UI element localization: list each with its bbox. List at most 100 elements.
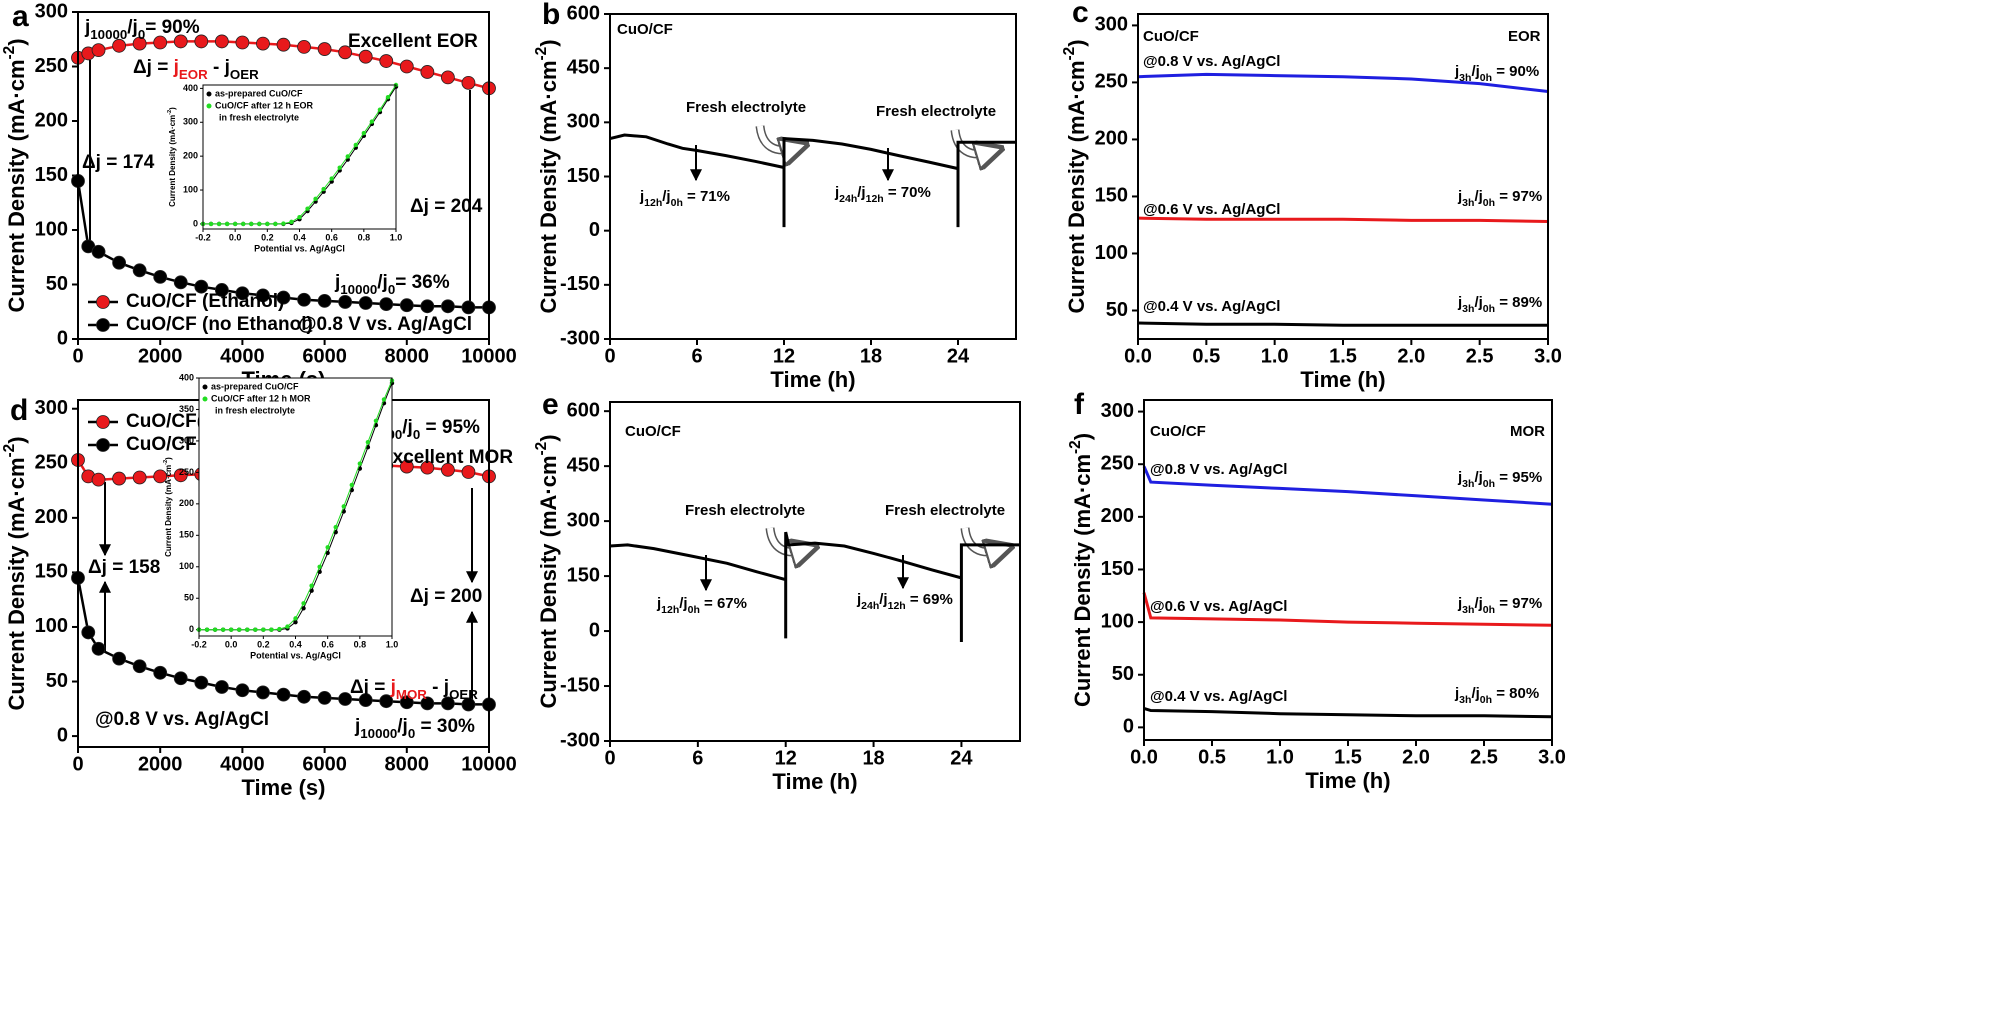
legend-label: as-prepared CuO/CF — [211, 381, 299, 391]
text-segment: = 71% — [683, 188, 730, 205]
curved-arrow — [962, 527, 1000, 552]
y-tick-label: 50 — [184, 593, 194, 603]
curved-arrow — [952, 129, 990, 154]
data-line — [1137, 321, 1548, 327]
y-tick-label: 300 — [35, 397, 68, 419]
y-tick-label: 250 — [35, 452, 68, 474]
data-point — [309, 583, 314, 588]
text-segment: /j — [397, 716, 408, 737]
data-point — [420, 696, 435, 711]
y-tick-label: 0 — [589, 219, 600, 241]
text-segment: j — [1457, 469, 1462, 486]
x-tick-label: 1.5 — [1334, 746, 1362, 768]
annotation: Fresh electrolyte — [876, 103, 996, 120]
text-segment: 3h — [1459, 694, 1471, 706]
data-point — [194, 279, 209, 294]
data-point — [333, 524, 338, 530]
text-segment: 12h — [644, 197, 662, 209]
y-tick-label: 200 — [1095, 128, 1128, 150]
x-tick-label: 0.4 — [293, 232, 306, 242]
data-point — [235, 35, 250, 50]
text-segment: j — [1457, 595, 1462, 612]
text-segment: -2 — [167, 110, 173, 115]
x-axis-label: Time (h) — [1300, 367, 1385, 392]
data-point — [358, 296, 373, 310]
data-line — [1142, 592, 1553, 627]
text-segment: j — [334, 272, 340, 293]
x-tick-label: 8000 — [385, 345, 430, 367]
x-tick-label: 2.5 — [1470, 746, 1498, 768]
text-segment: Δj = 158 — [88, 557, 160, 578]
curved-arrow — [757, 125, 795, 150]
plot-frame — [609, 401, 1021, 742]
y-tick-label: 250 — [35, 55, 68, 77]
data-point — [379, 54, 394, 68]
annotation: @0.8 V vs. Ag/AgCl — [298, 314, 472, 335]
x-tick-label: 0.0 — [1124, 345, 1152, 367]
text-segment: /j — [1474, 595, 1482, 612]
data-line — [76, 577, 489, 706]
data-line — [1142, 465, 1553, 506]
y-tick-label: 50 — [1112, 663, 1134, 685]
x-tick-label: 2.0 — [1402, 746, 1430, 768]
annotation: j12h/j0h = 71% — [639, 188, 730, 209]
y-tick-label: 300 — [567, 111, 600, 133]
data-point — [253, 627, 258, 632]
data-point — [132, 470, 147, 485]
x-tick-label: 12 — [775, 747, 797, 769]
data-point — [276, 687, 291, 702]
y-tick-label: -150 — [560, 674, 600, 696]
plot-frame — [198, 377, 393, 637]
annotation: CuO/CF — [617, 21, 673, 38]
legend-marker — [206, 103, 212, 109]
annotation: @0.4 V vs. Ag/AgCl — [1150, 688, 1287, 705]
x-tick-label: 2000 — [138, 345, 183, 367]
text-segment: 3h — [1459, 72, 1471, 84]
annotation: Excellent MOR — [380, 447, 513, 468]
x-tick-label: 4000 — [220, 345, 265, 367]
y-tick-label: 150 — [1101, 558, 1134, 580]
data-point — [173, 275, 188, 290]
annotation: CuO/CF — [625, 423, 681, 440]
data-point — [349, 482, 354, 488]
text-segment: Current Density (mA·cm — [4, 59, 29, 312]
annotation: j12h/j0h = 67% — [656, 595, 747, 616]
text-segment: -2 — [163, 460, 169, 465]
text-segment: OER — [230, 67, 259, 82]
data-point — [399, 298, 414, 313]
data-point — [194, 34, 209, 49]
plot-frame — [1143, 399, 1553, 741]
legend-label: in fresh electrolyte — [215, 405, 295, 415]
y-tick-label: 200 — [1101, 505, 1134, 527]
text-segment: 3h — [1462, 197, 1474, 209]
text-segment: @0.8 V vs. Ag/AgCl — [298, 314, 472, 335]
text-segment: 10000 — [360, 726, 397, 741]
annotation: @0.8 V vs. Ag/AgCl — [95, 709, 269, 730]
data-point — [132, 36, 147, 51]
x-tick-label: 18 — [860, 345, 882, 367]
text-segment: 3h — [1462, 604, 1474, 616]
y-tick-label: 150 — [1095, 185, 1128, 207]
annotation: @0.8 V vs. Ag/AgCl — [1143, 53, 1280, 70]
y-tick-label: 250 — [1095, 71, 1128, 93]
y-axis-label: Current Density (mA·cm-2) — [533, 39, 561, 313]
chart-panel: 0 2000 4000 6000 8000 10000050100150200250300… — [1, 0, 517, 392]
text-segment: j — [84, 17, 90, 38]
data-point — [277, 626, 282, 632]
y-tick-label: 250 — [1101, 452, 1134, 474]
text-segment: = 95% — [420, 417, 480, 438]
legend-marker — [202, 396, 208, 402]
y-tick-label: 0 — [57, 327, 68, 349]
text-segment: = 36% — [395, 272, 450, 293]
panel-label: a — [12, 0, 29, 33]
data-point — [132, 659, 147, 674]
y-tick-label: 100 — [179, 561, 194, 571]
y-tick-label: 150 — [179, 530, 194, 540]
text-segment: Current Density (mA·cm — [1070, 454, 1095, 707]
text-segment: /j — [1471, 63, 1479, 80]
data-point — [369, 119, 375, 124]
plot-frame — [202, 84, 397, 230]
text-segment: 0h — [1480, 694, 1492, 706]
data-line — [1137, 216, 1549, 223]
text-segment: Current Density (mA·cm — [4, 457, 29, 710]
